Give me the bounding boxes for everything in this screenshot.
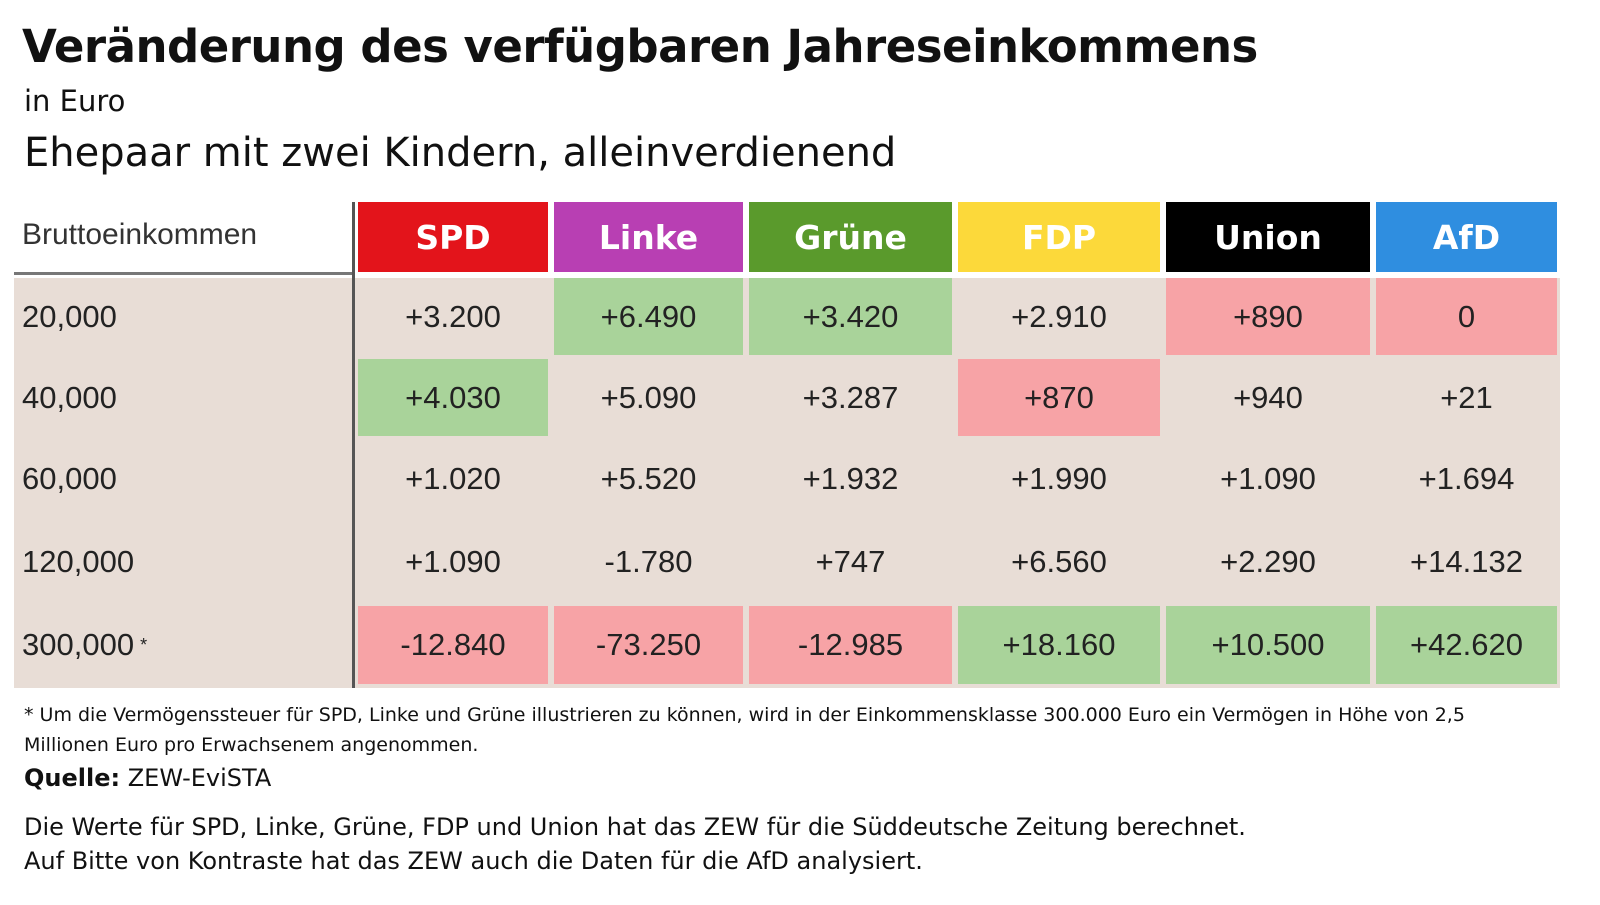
row-label: 20,000	[14, 278, 350, 355]
value-cell: +3.420	[749, 278, 952, 355]
note-line: Die Werte für SPD, Linke, Grüne, FDP und…	[24, 813, 1246, 841]
unit: in Euro	[24, 84, 126, 118]
value-cell: +10.500	[1166, 606, 1370, 684]
value-cell: +870	[958, 359, 1160, 436]
footnote: * Um die Vermögenssteuer für SPD, Linke …	[24, 704, 1465, 756]
header-rule	[14, 272, 355, 275]
row-label: 300,000 *	[14, 606, 350, 684]
value-cell: -1.780	[554, 522, 743, 602]
row-label-text: 60,000	[22, 461, 117, 496]
value-cell: +890	[1166, 278, 1370, 355]
value-cell: +5.090	[554, 359, 743, 436]
value-cell: +1.932	[749, 440, 952, 518]
source-label: Quelle:	[24, 764, 121, 792]
column-header: SPD	[358, 202, 548, 272]
note-line: Auf Bitte von Kontraste hat das ZEW auch…	[24, 847, 923, 875]
value-cell: 0	[1376, 278, 1557, 355]
value-cell: +940	[1166, 359, 1370, 436]
column-header: FDP	[958, 202, 1160, 272]
source-text: ZEW-EviSTA	[127, 764, 272, 792]
value-cell: +1.090	[1166, 440, 1370, 518]
row-label-text: 120,000	[22, 544, 135, 579]
table: Bruttoeinkommen SPD Linke Grüne FDP Union AfD 2…	[14, 202, 1560, 688]
value-cell: +4.030	[358, 359, 548, 436]
value-cell: +3.200	[358, 278, 548, 355]
notes: Die Werte für SPD, Linke, Grüne, FDP und…	[24, 810, 1246, 878]
column-header: Grüne	[749, 202, 952, 272]
value-cell: -73.250	[554, 606, 743, 684]
value-cell: +5.520	[554, 440, 743, 518]
column-header: AfD	[1376, 202, 1557, 272]
value-cell: +2.910	[958, 278, 1160, 355]
value-cell: +6.560	[958, 522, 1160, 602]
value-cell: +42.620	[1376, 606, 1557, 684]
title: Veränderung des verfügbaren Jahreseinkom…	[22, 20, 1258, 73]
value-cell: +18.160	[958, 606, 1160, 684]
value-cell: +2.290	[1166, 522, 1370, 602]
value-cell: +14.132	[1376, 522, 1557, 602]
value-cell: +1.090	[358, 522, 548, 602]
row-label-text: 300,000	[22, 627, 135, 662]
row-label: 120,000	[14, 522, 350, 602]
value-cell: +1.990	[958, 440, 1160, 518]
corner-label: Bruttoeinkommen	[22, 218, 258, 251]
value-cell: -12.985	[749, 606, 952, 684]
row-label: 40,000	[14, 359, 350, 436]
value-cell: +747	[749, 522, 952, 602]
value-cell: +1.020	[358, 440, 548, 518]
value-cell: +1.694	[1376, 440, 1557, 518]
value-cell: +21	[1376, 359, 1557, 436]
source: Quelle: ZEW-EviSTA	[24, 764, 271, 792]
column-header: Union	[1166, 202, 1370, 272]
column-divider	[352, 202, 355, 688]
subtitle: Ehepaar mit zwei Kindern, alleinverdiene…	[24, 130, 897, 176]
row-label-text: 20,000	[22, 298, 117, 334]
column-header: Linke	[554, 202, 743, 272]
value-cell: +6.490	[554, 278, 743, 355]
row-label-text: 40,000	[22, 379, 117, 415]
value-cell: -12.840	[358, 606, 548, 684]
row-label: 60,000	[14, 440, 350, 518]
footnote-mark: *	[140, 634, 148, 655]
value-cell: +3.287	[749, 359, 952, 436]
